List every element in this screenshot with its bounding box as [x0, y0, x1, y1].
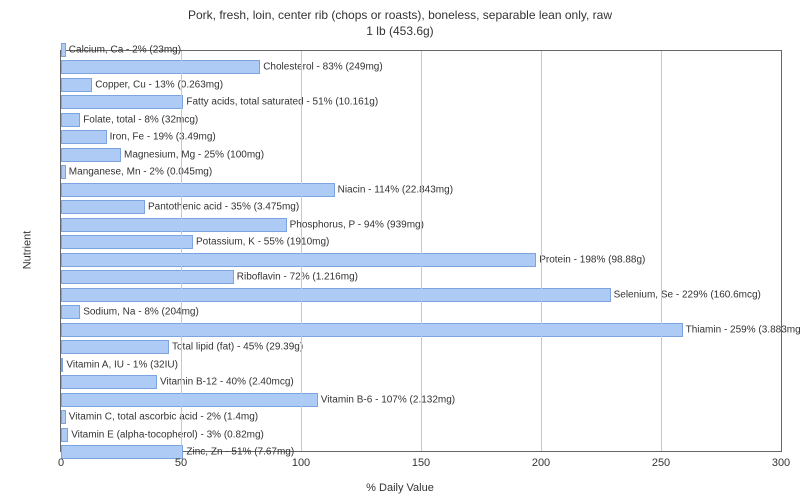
title-line-2: 1 lb (453.6g)	[366, 24, 433, 38]
nutrient-bar-label: Niacin - 114% (22.843mg)	[334, 184, 453, 195]
title-line-1: Pork, fresh, loin, center rib (chops or …	[188, 8, 612, 22]
nutrient-bar-label: Vitamin A, IU - 1% (32IU)	[62, 359, 178, 370]
nutrient-bar: Iron, Fe - 19% (3.49mg)	[61, 130, 107, 144]
y-axis-label: Nutrient	[21, 231, 33, 270]
nutrient-bar-label: Cholesterol - 83% (249mg)	[259, 62, 383, 73]
nutrient-bar-label: Vitamin E (alpha-tocopherol) - 3% (0.82m…	[67, 429, 264, 440]
nutrient-bar: Niacin - 114% (22.843mg)	[61, 183, 335, 197]
nutrient-bar-label: Iron, Fe - 19% (3.49mg)	[106, 132, 216, 143]
nutrient-bar-label: Copper, Cu - 13% (0.263mg)	[91, 79, 223, 90]
nutrient-bar: Sodium, Na - 8% (204mg)	[61, 305, 80, 319]
gridline	[661, 51, 662, 451]
nutrient-bar-label: Vitamin C, total ascorbic acid - 2% (1.4…	[65, 412, 258, 423]
nutrient-bar-label: Magnesium, Mg - 25% (100mg)	[120, 149, 264, 160]
nutrient-bar: Selenium, Se - 229% (160.6mcg)	[61, 288, 611, 302]
chart-title: Pork, fresh, loin, center rib (chops or …	[0, 0, 800, 39]
nutrient-bar: Total lipid (fat) - 45% (29.39g)	[61, 340, 169, 354]
xtick-label: 100	[292, 457, 310, 469]
nutrient-bar-label: Thiamin - 259% (3.883mg)	[682, 324, 800, 335]
nutrient-bar: Phosphorus, P - 94% (939mg)	[61, 218, 287, 232]
gridline	[421, 51, 422, 451]
nutrient-bar-label: Fatty acids, total saturated - 51% (10.1…	[182, 97, 378, 108]
nutrient-bar: Zinc, Zn - 51% (7.67mg)	[61, 445, 183, 459]
nutrient-bar: Thiamin - 259% (3.883mg)	[61, 323, 683, 337]
nutrient-bar: Magnesium, Mg - 25% (100mg)	[61, 148, 121, 162]
nutrient-bar-label: Vitamin B-6 - 107% (2.132mg)	[317, 394, 455, 405]
nutrient-bar: Vitamin A, IU - 1% (32IU)	[61, 358, 63, 372]
nutrient-bar: Vitamin B-12 - 40% (2.40mcg)	[61, 375, 157, 389]
nutrient-chart: Pork, fresh, loin, center rib (chops or …	[0, 0, 800, 500]
nutrient-bar: Pantothenic acid - 35% (3.475mg)	[61, 200, 145, 214]
nutrient-bar-label: Zinc, Zn - 51% (7.67mg)	[182, 447, 294, 458]
nutrient-bar: Fatty acids, total saturated - 51% (10.1…	[61, 95, 183, 109]
nutrient-bar: Protein - 198% (98.88g)	[61, 253, 536, 267]
nutrient-bar-label: Selenium, Se - 229% (160.6mcg)	[610, 289, 761, 300]
nutrient-bar: Cholesterol - 83% (249mg)	[61, 60, 260, 74]
gridline	[301, 51, 302, 451]
nutrient-bar: Folate, total - 8% (32mcg)	[61, 113, 80, 127]
xtick-label: 150	[412, 457, 430, 469]
nutrient-bar: Potassium, K - 55% (1910mg)	[61, 235, 193, 249]
xtick-label: 0	[58, 457, 64, 469]
xtick-label: 300	[772, 457, 790, 469]
nutrient-bar: Vitamin B-6 - 107% (2.132mg)	[61, 393, 318, 407]
nutrient-bar-label: Manganese, Mn - 2% (0.045mg)	[65, 167, 212, 178]
nutrient-bar: Vitamin C, total ascorbic acid - 2% (1.4…	[61, 410, 66, 424]
nutrient-bar: Manganese, Mn - 2% (0.045mg)	[61, 165, 66, 179]
nutrient-bar-label: Potassium, K - 55% (1910mg)	[192, 237, 329, 248]
x-axis-label: % Daily Value	[366, 482, 434, 494]
nutrient-bar: Riboflavin - 72% (1.216mg)	[61, 270, 234, 284]
plot-area: Calcium, Ca - 2% (23mg)Cholesterol - 83%…	[60, 50, 782, 452]
nutrient-bar-label: Pantothenic acid - 35% (3.475mg)	[144, 202, 299, 213]
nutrient-bar: Vitamin E (alpha-tocopherol) - 3% (0.82m…	[61, 428, 68, 442]
nutrient-bar: Calcium, Ca - 2% (23mg)	[61, 43, 66, 57]
gridline	[181, 51, 182, 451]
nutrient-bar-label: Total lipid (fat) - 45% (29.39g)	[168, 342, 303, 353]
nutrient-bar-label: Phosphorus, P - 94% (939mg)	[286, 219, 424, 230]
nutrient-bar: Copper, Cu - 13% (0.263mg)	[61, 78, 92, 92]
nutrient-bar-label: Riboflavin - 72% (1.216mg)	[233, 272, 358, 283]
gridline	[541, 51, 542, 451]
nutrient-bar-label: Calcium, Ca - 2% (23mg)	[65, 44, 181, 55]
xtick-label: 50	[175, 457, 187, 469]
nutrient-bar-label: Protein - 198% (98.88g)	[535, 254, 645, 265]
nutrient-bar-label: Vitamin B-12 - 40% (2.40mcg)	[156, 377, 294, 388]
xtick-label: 200	[532, 457, 550, 469]
xtick-label: 250	[652, 457, 670, 469]
